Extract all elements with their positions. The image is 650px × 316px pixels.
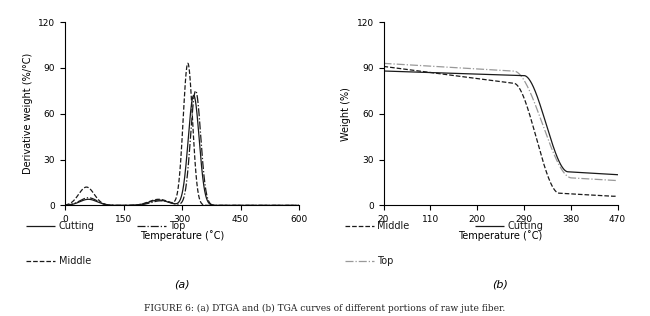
Text: Middle: Middle xyxy=(58,256,91,266)
Y-axis label: Derivative weight (%/°C): Derivative weight (%/°C) xyxy=(23,53,32,174)
Text: (a): (a) xyxy=(174,280,190,289)
X-axis label: Temperature (˚C): Temperature (˚C) xyxy=(458,230,543,240)
X-axis label: Temperature (˚C): Temperature (˚C) xyxy=(140,230,224,240)
Text: Cutting: Cutting xyxy=(58,221,94,231)
Text: Middle: Middle xyxy=(377,221,410,231)
Text: Top: Top xyxy=(169,221,185,231)
Text: Top: Top xyxy=(377,256,393,266)
Text: (b): (b) xyxy=(493,280,508,289)
Text: FIGURE 6: (a) DTGA and (b) TGA curves of different portions of raw jute fiber.: FIGURE 6: (a) DTGA and (b) TGA curves of… xyxy=(144,304,506,313)
Text: Cutting: Cutting xyxy=(507,221,543,231)
Y-axis label: Weight (%): Weight (%) xyxy=(341,87,351,141)
